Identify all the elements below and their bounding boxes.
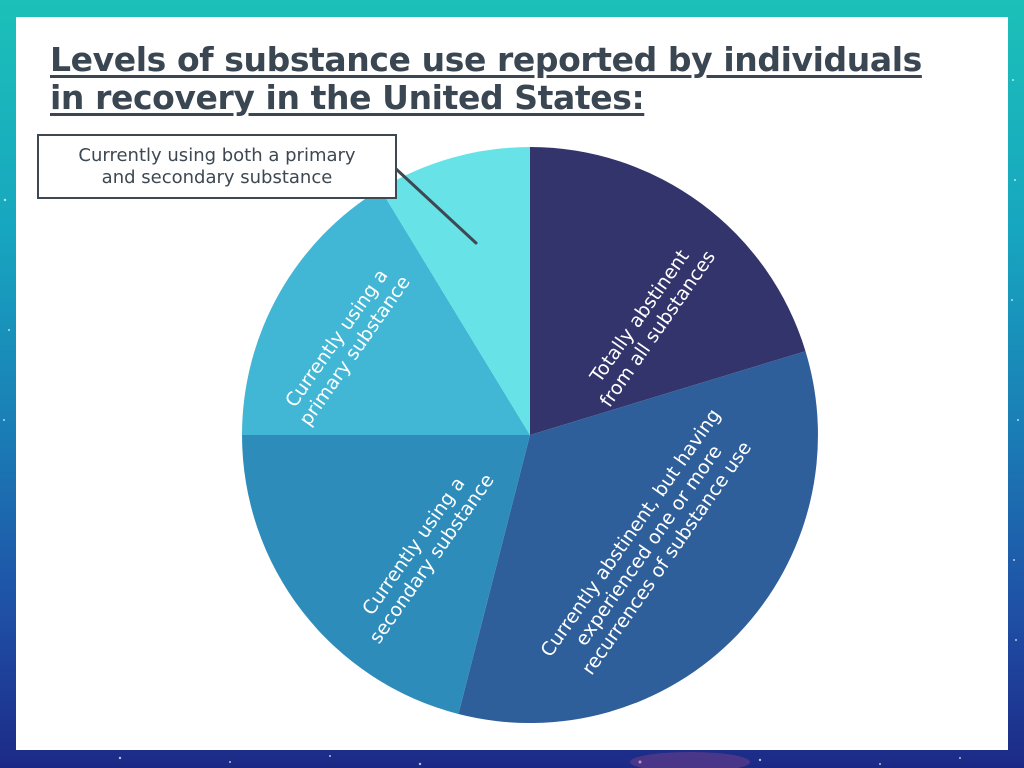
pie-slice-2 — [458, 351, 818, 724]
slide-title: Levels of substance use reported by indi… — [50, 41, 970, 117]
pie-slice-3 — [241, 435, 530, 714]
pie-slice-5 — [380, 147, 530, 435]
title-line-2: in recovery in the United States: — [50, 78, 645, 117]
title-line-1: Levels of substance use reported by indi… — [50, 40, 922, 79]
pie-slice-4 — [242, 189, 530, 435]
callout-leader-line — [393, 166, 478, 245]
pie-slices — [241, 147, 818, 724]
callout-line-2: and secondary substance — [101, 166, 333, 188]
callout-box: Currently using both a primary and secon… — [37, 134, 397, 199]
pie-slice-1 — [530, 147, 806, 435]
callout-line-1: Currently using both a primary — [78, 144, 356, 166]
